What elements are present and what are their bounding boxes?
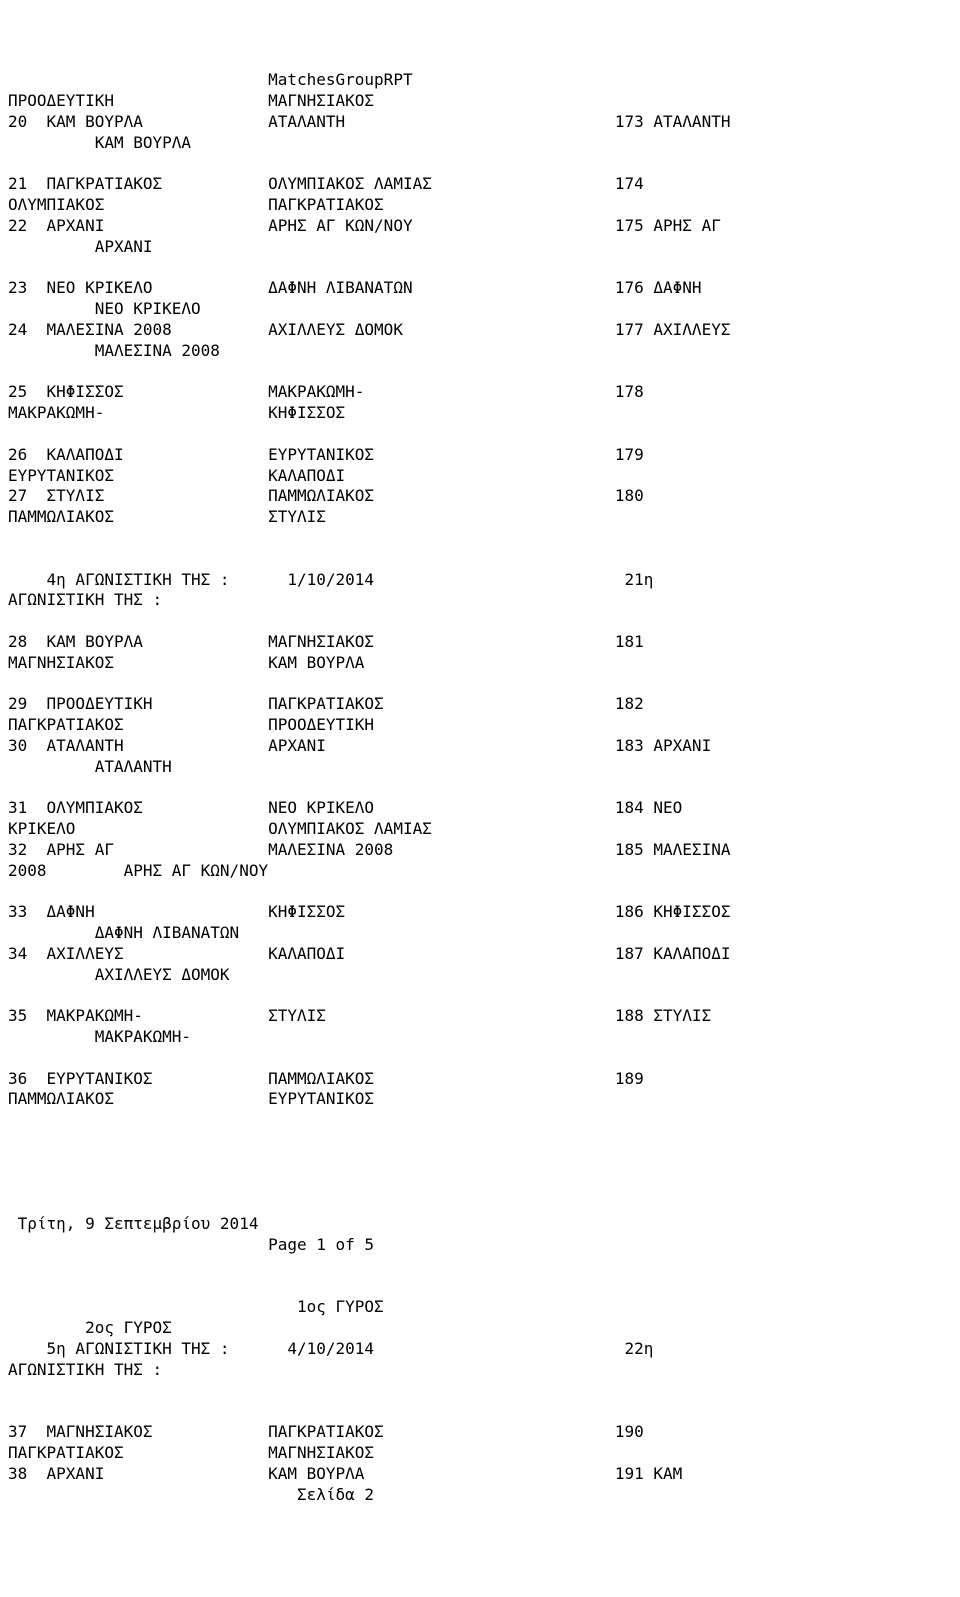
document-body: MatchesGroupRPT ΠΡΟΟΔΕΥΤΙΚΗ ΜΑΓΝΗΣΙΑΚΟΣ …	[8, 70, 952, 1505]
